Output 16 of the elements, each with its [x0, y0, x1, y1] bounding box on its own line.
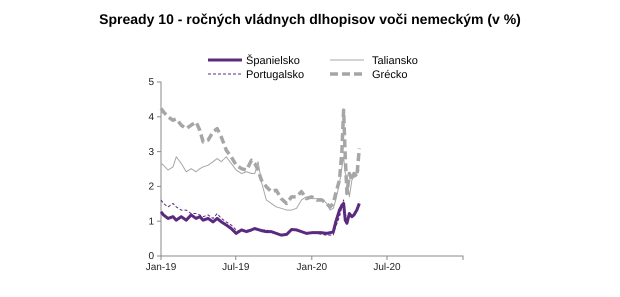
y-tick-label: 0: [148, 251, 154, 262]
line-series: [159, 106, 362, 209]
y-tick-label: 3: [148, 146, 154, 158]
x-tick-label: Jan-20: [296, 262, 328, 274]
chart-title: Spready 10 - ročných vládnych dlhopisov voči nemeckým (v %): [99, 11, 521, 27]
x-tick-label: Jan-19: [146, 262, 177, 274]
y-tick-label: 5: [148, 77, 154, 88]
legend-label: Portugalsko: [246, 69, 304, 81]
legend-label: Grécko: [372, 69, 408, 81]
y-tick-label: 2: [148, 182, 154, 193]
y-tick-label: 4: [148, 112, 154, 123]
legend-label: Taliansko: [372, 55, 418, 67]
x-tick-label: Jul-20: [373, 262, 402, 274]
legend-label: Španielsko: [246, 54, 300, 67]
x-tick-label: Jul-19: [222, 262, 250, 274]
y-tick-label: 1: [148, 216, 154, 228]
